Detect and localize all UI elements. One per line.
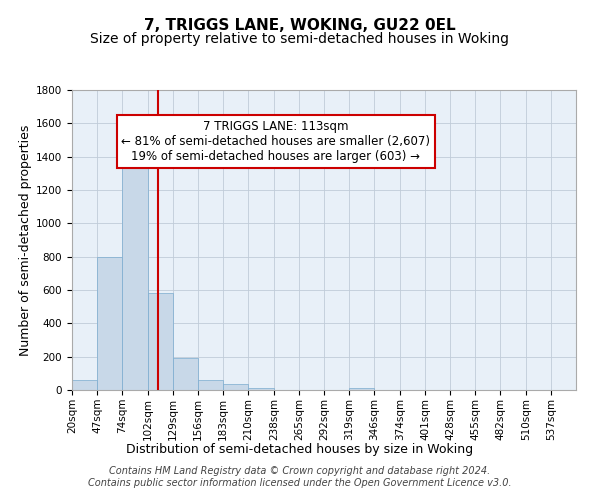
Text: Distribution of semi-detached houses by size in Woking: Distribution of semi-detached houses by … bbox=[127, 442, 473, 456]
Text: 7, TRIGGS LANE, WOKING, GU22 0EL: 7, TRIGGS LANE, WOKING, GU22 0EL bbox=[144, 18, 456, 32]
Text: 7 TRIGGS LANE: 113sqm
← 81% of semi-detached houses are smaller (2,607)
19% of s: 7 TRIGGS LANE: 113sqm ← 81% of semi-deta… bbox=[121, 120, 430, 163]
Bar bbox=[72, 380, 97, 390]
Y-axis label: Number of semi-detached properties: Number of semi-detached properties bbox=[19, 124, 32, 356]
Bar bbox=[122, 142, 148, 390]
Text: Contains HM Land Registry data © Crown copyright and database right 2024.
Contai: Contains HM Land Registry data © Crown c… bbox=[88, 466, 512, 487]
Text: Size of property relative to semi-detached houses in Woking: Size of property relative to semi-detach… bbox=[91, 32, 509, 46]
Bar bbox=[148, 294, 173, 390]
Bar bbox=[173, 358, 198, 390]
Bar bbox=[97, 256, 122, 390]
Bar bbox=[349, 388, 374, 390]
Bar bbox=[223, 384, 248, 390]
Bar bbox=[198, 380, 223, 390]
Bar bbox=[248, 388, 274, 390]
